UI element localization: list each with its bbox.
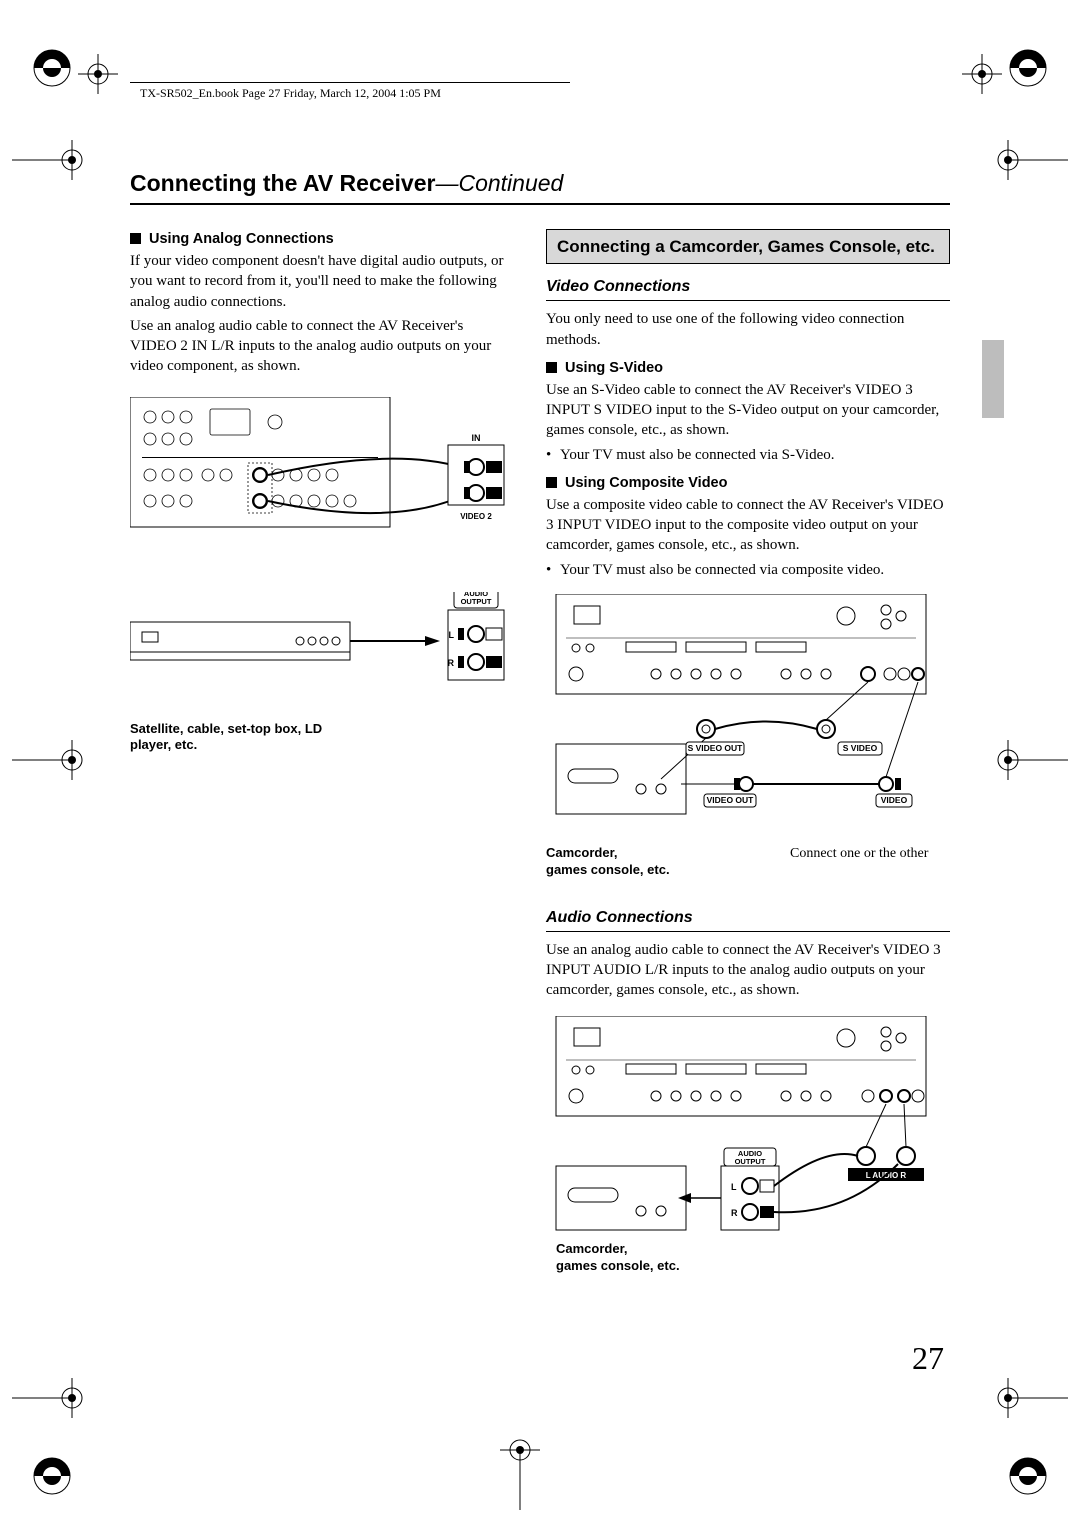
crop-mark-icon: [988, 740, 1068, 780]
crop-mark-icon: [78, 54, 118, 94]
heading-composite: Using Composite Video: [546, 475, 950, 491]
registration-mark-icon: [30, 46, 74, 90]
registration-mark-icon: [1006, 1454, 1050, 1498]
diagram-caption: Satellite, cable, set-top box, LD player…: [130, 721, 350, 755]
page-edge-tab: [982, 340, 1004, 418]
svg-text:OUTPUT: OUTPUT: [461, 597, 492, 606]
svg-text:OUTPUT: OUTPUT: [735, 1157, 766, 1166]
page-title-continued: —Continued: [435, 170, 563, 196]
paragraph: Use a composite video cable to connect t…: [546, 495, 950, 556]
receiver-front-panel-audio-icon: L R AUDIO OUTPUT L AUDIO R: [546, 1016, 946, 1246]
registration-mark-icon: [30, 1454, 74, 1498]
crop-mark-icon: [988, 1378, 1068, 1418]
bullet-item: Your TV must also be connected via compo…: [546, 560, 950, 580]
paragraph: Use an S-Video cable to connect the AV R…: [546, 380, 950, 441]
label-in: IN: [472, 433, 481, 443]
crop-mark-icon: [12, 140, 92, 180]
label-video2: VIDEO 2: [460, 512, 492, 521]
svg-text:L: L: [731, 1182, 737, 1192]
source-device-icon: L R AUDIO OUTPUT: [130, 592, 510, 712]
crop-mark-icon: [12, 740, 92, 780]
crop-mark-icon: [12, 1378, 92, 1418]
receiver-front-panel-icon: S VIDEO OUT S VIDEO VIDEO OUT VIDEO: [546, 594, 946, 834]
diagram-caption-right: Connect one or the other: [790, 845, 950, 879]
page-title-main: Connecting the AV Receiver: [130, 170, 435, 196]
registration-mark-icon: [1006, 46, 1050, 90]
svg-text:R: R: [448, 658, 455, 668]
bullet-item: Your TV must also be connected via S-Vid…: [546, 445, 950, 465]
crop-mark-icon: [962, 54, 1002, 94]
heading-video-connections: Video Connections: [546, 278, 950, 301]
header-rule: [130, 82, 570, 83]
crop-mark-icon: [500, 1430, 540, 1510]
receiver-rear-panel-icon: IN VIDEO 2: [130, 397, 510, 557]
svg-text:VIDEO: VIDEO: [881, 795, 908, 805]
page-title: Connecting the AV Receiver—Continued: [130, 170, 950, 205]
page-number: 27: [912, 1340, 944, 1377]
paragraph: Use an analog audio cable to connect the…: [130, 316, 510, 377]
svg-text:VIDEO OUT: VIDEO OUT: [707, 795, 755, 805]
svg-text:S VIDEO OUT: S VIDEO OUT: [688, 743, 744, 753]
section-heading-box: Connecting a Camcorder, Games Console, e…: [546, 229, 950, 264]
diagram-video-connection: S VIDEO OUT S VIDEO VIDEO OUT VIDEO Camc…: [546, 594, 950, 879]
diagram-caption-left: Camcorder, games console, etc.: [546, 845, 726, 879]
heading-svideo: Using S-Video: [546, 360, 950, 376]
diagram-caption: Camcorder, games console, etc.: [556, 1241, 696, 1275]
paragraph: If your video component doesn't have dig…: [130, 251, 510, 312]
heading-analog-connections: Using Analog Connections: [130, 231, 510, 247]
framemaker-header: TX-SR502_En.book Page 27 Friday, March 1…: [140, 86, 441, 101]
svg-text:L: L: [449, 630, 455, 640]
paragraph: Use an analog audio cable to connect the…: [546, 940, 950, 1001]
svg-text:S VIDEO: S VIDEO: [843, 743, 878, 753]
heading-audio-connections: Audio Connections: [546, 909, 950, 932]
diagram-analog-connection: IN VIDEO 2: [130, 397, 510, 755]
svg-text:R: R: [731, 1208, 738, 1218]
paragraph: You only need to use one of the followin…: [546, 309, 950, 350]
diagram-audio-connection: L R AUDIO OUTPUT L AUDIO R: [546, 1016, 950, 1275]
crop-mark-icon: [988, 140, 1068, 180]
